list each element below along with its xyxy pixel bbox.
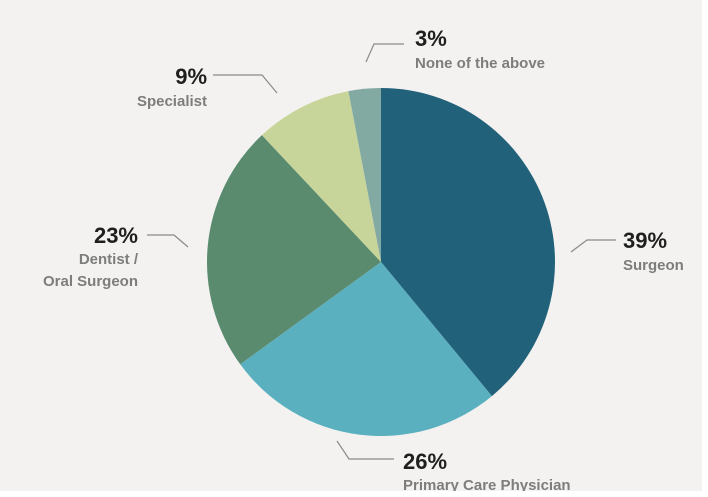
leader-primary-care xyxy=(336,440,394,460)
slice-dentist-label-line2: Oral Surgeon xyxy=(43,273,138,290)
leader-lines xyxy=(147,43,616,460)
slice-surgeon-label: Surgeon xyxy=(623,257,684,274)
leader-specialist xyxy=(213,74,278,94)
slice-dentist-percent: 23% xyxy=(94,223,138,248)
slice-dentist xyxy=(207,135,381,365)
slice-surgeon xyxy=(381,88,555,397)
slice-none-label: None of the above xyxy=(415,55,545,72)
slice-surgeon-percent: 39% xyxy=(623,228,667,253)
slice-primary-care-percent: 26% xyxy=(403,449,447,474)
slice-none xyxy=(348,88,381,262)
leader-none xyxy=(365,43,404,63)
slice-specialist-label: Specialist xyxy=(137,93,207,110)
pie-slices xyxy=(207,88,555,436)
slice-primary-care xyxy=(240,262,492,436)
slice-primary-care-label: Primary Care Physician xyxy=(403,477,571,494)
slice-specialist-percent: 9% xyxy=(175,64,207,89)
slice-specialist xyxy=(261,91,381,262)
slice-dentist-label-line1: Dentist / xyxy=(79,251,139,268)
leader-dentist xyxy=(147,234,189,248)
leader-surgeon xyxy=(570,239,616,253)
slice-none-percent: 3% xyxy=(415,26,447,51)
